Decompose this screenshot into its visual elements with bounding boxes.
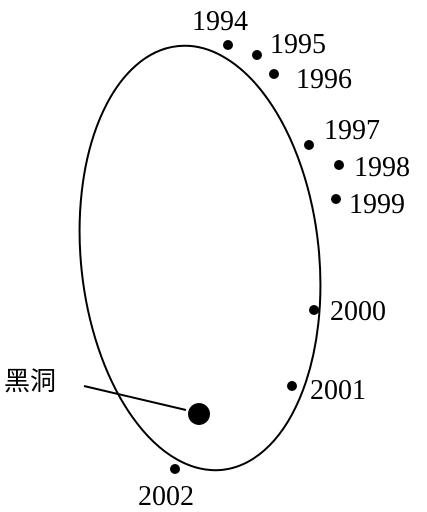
- year-label-1999: 1999: [349, 189, 405, 220]
- year-label-1994: 1994: [192, 6, 248, 37]
- orbit-point-2001: [287, 381, 297, 391]
- black-hole: [188, 403, 210, 425]
- year-label-1997: 1997: [324, 115, 380, 146]
- orbit-point-2000: [309, 305, 319, 315]
- year-label-2000: 2000: [330, 296, 386, 327]
- orbit-ellipse: [78, 44, 322, 472]
- orbit-point-1994: [223, 40, 233, 50]
- orbit-point-1999: [331, 194, 341, 204]
- orbit-point-1995: [252, 50, 262, 60]
- year-label-1995: 1995: [270, 29, 326, 60]
- orbit-point-1996: [269, 69, 279, 79]
- orbit-point-1997: [304, 140, 314, 150]
- black-hole-label: 黑洞: [4, 367, 56, 397]
- year-label-1998: 1998: [354, 152, 410, 183]
- year-label-2001: 2001: [310, 375, 366, 406]
- orbit-point-1998: [334, 160, 344, 170]
- year-label-2002: 2002: [138, 481, 194, 512]
- black-hole-pointer: [83, 385, 187, 411]
- year-label-1996: 1996: [296, 64, 352, 95]
- orbit-point-2002: [170, 464, 180, 474]
